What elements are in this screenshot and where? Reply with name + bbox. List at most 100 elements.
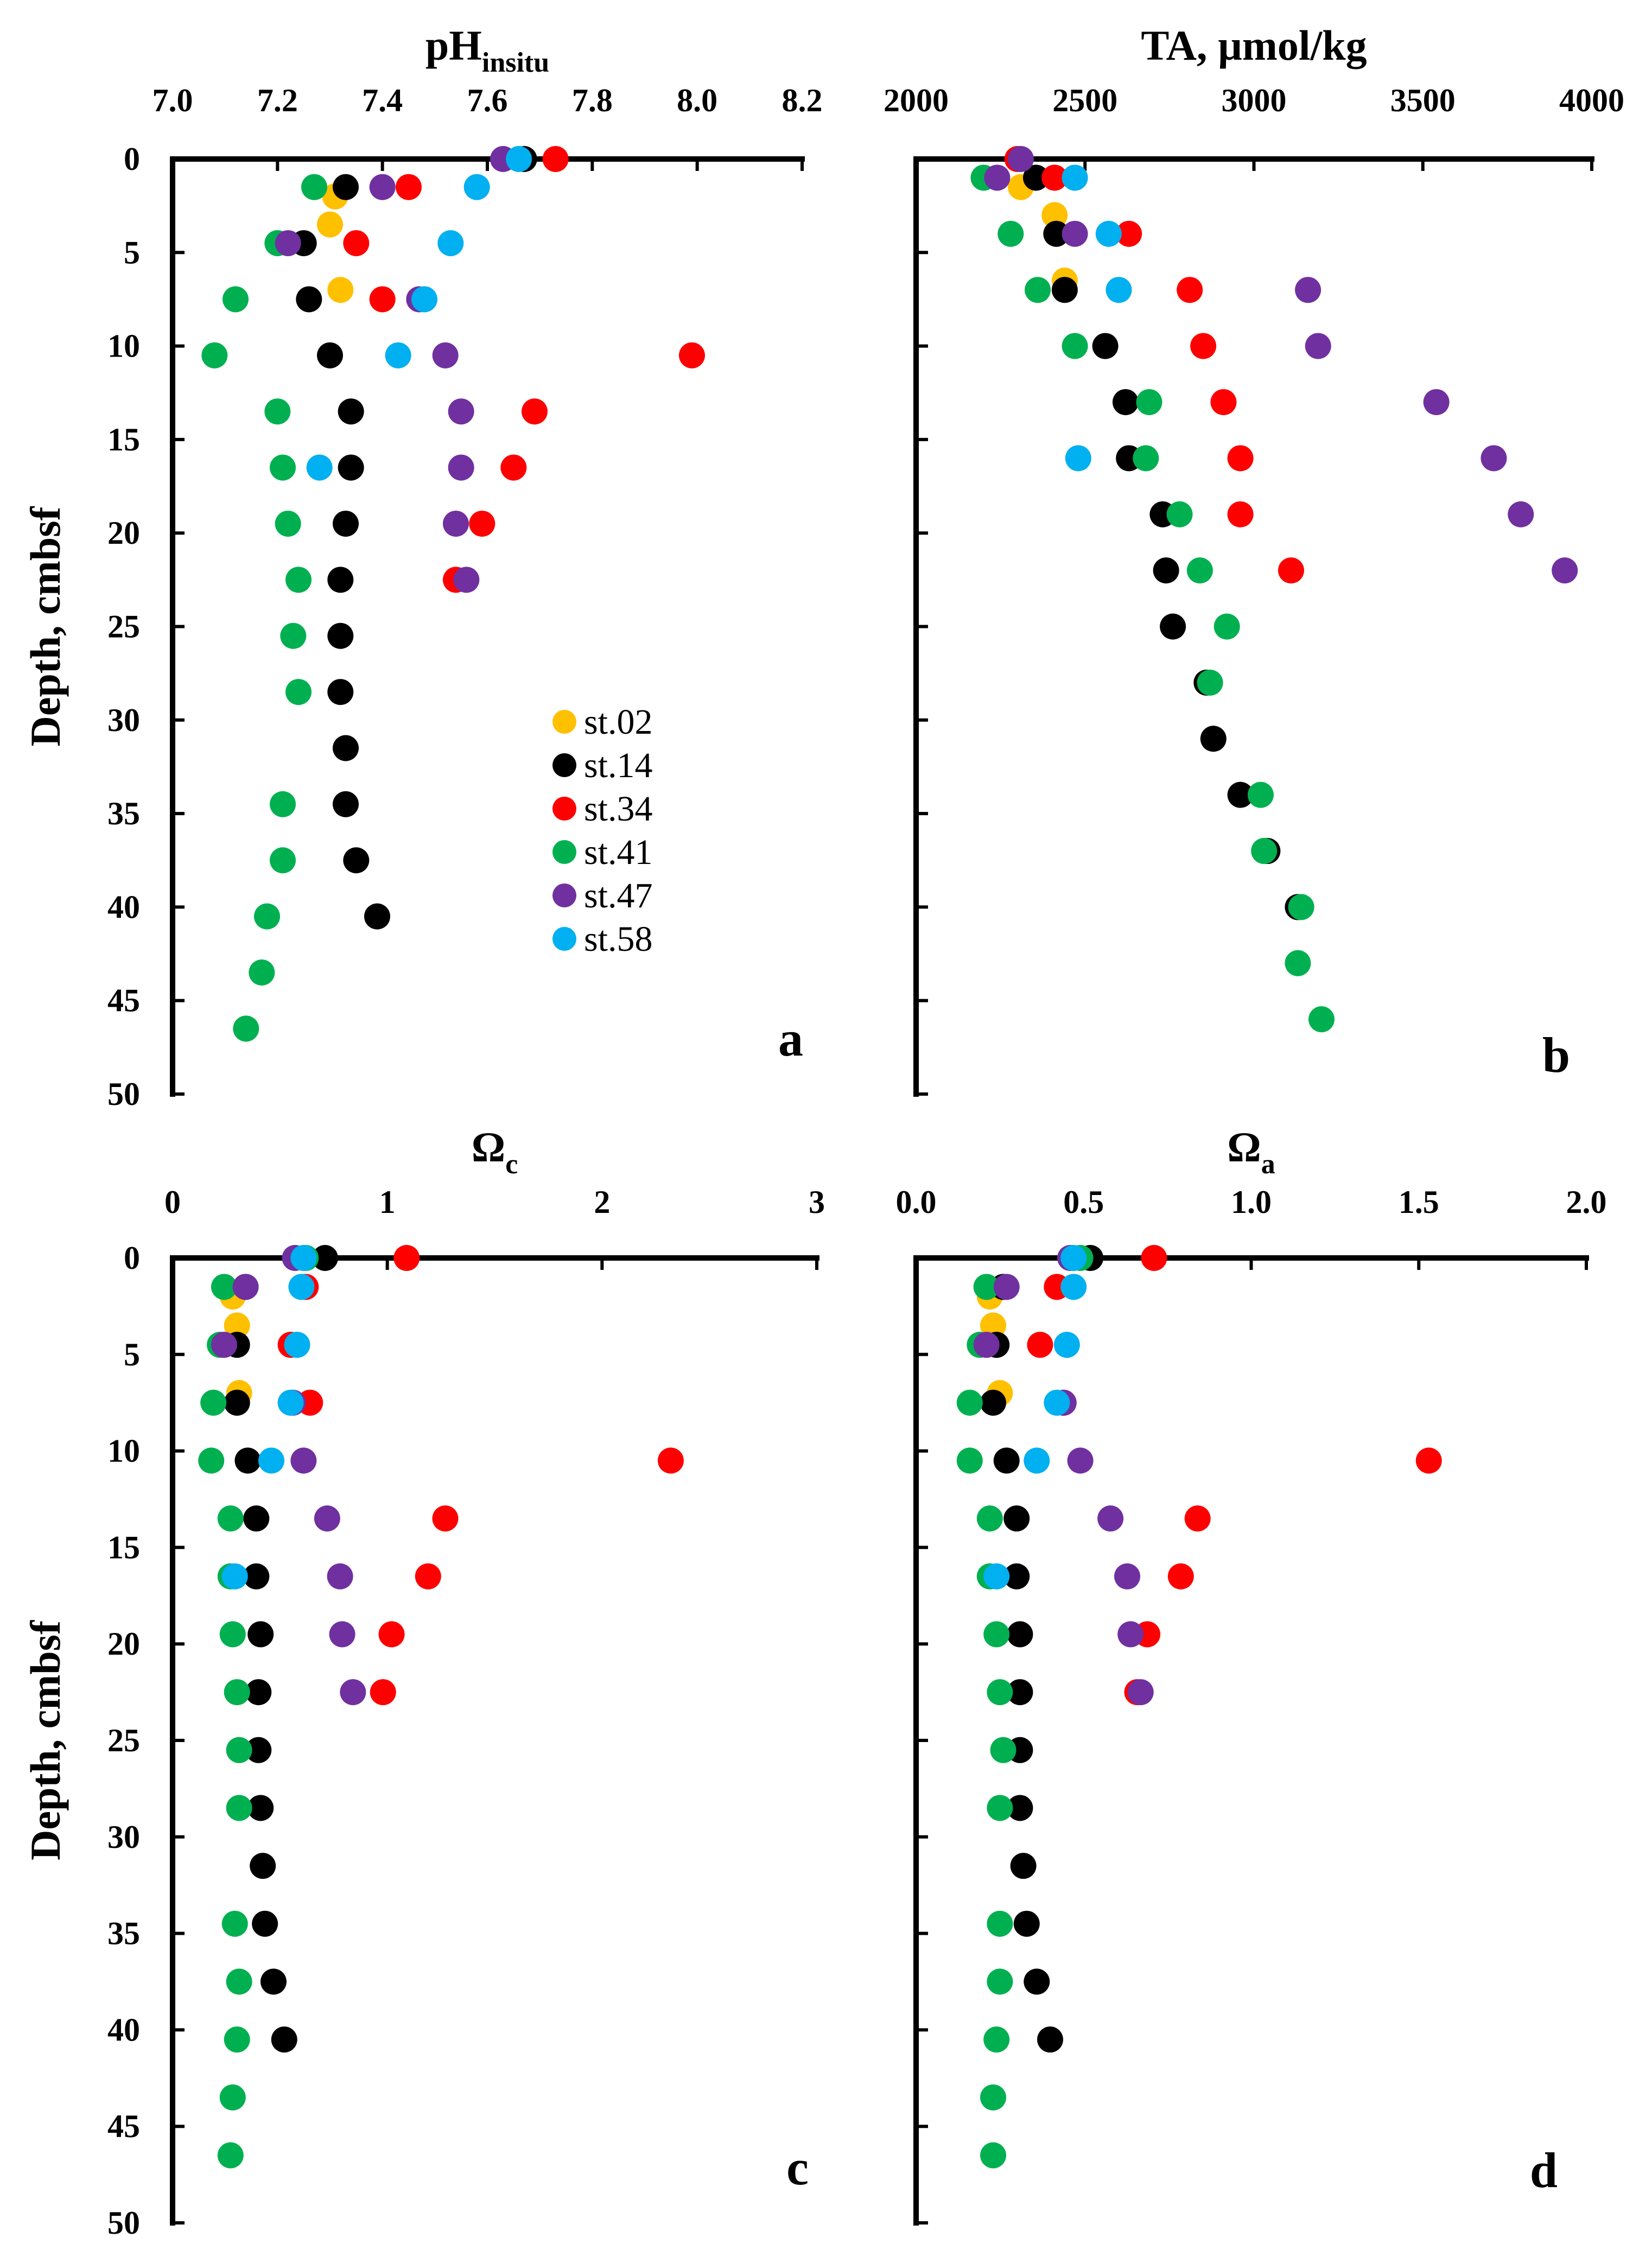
y-tick-label: 35 xyxy=(107,1916,140,1952)
data-point xyxy=(393,1245,420,1271)
data-point xyxy=(285,567,312,593)
data-point xyxy=(201,342,228,368)
data-point xyxy=(443,510,469,537)
data-point xyxy=(211,1274,237,1300)
y-tick-label: 10 xyxy=(107,328,140,364)
series-st.02 xyxy=(317,183,354,303)
legend-marker xyxy=(552,753,576,777)
data-point xyxy=(329,1621,355,1648)
data-point xyxy=(245,1679,272,1706)
y-tick-label: 40 xyxy=(107,889,140,925)
data-point xyxy=(437,230,464,257)
y-tick-label: 45 xyxy=(107,2108,140,2144)
data-point xyxy=(247,1795,274,1821)
x-tick-label: 0 xyxy=(164,1184,181,1220)
data-point xyxy=(1166,501,1193,527)
data-point xyxy=(258,1447,285,1474)
y-axis-title: Depth, cmbsf xyxy=(22,1620,69,1860)
series-st.14 xyxy=(290,146,537,930)
x-axis-title-main: pH xyxy=(425,22,482,69)
data-point xyxy=(987,1679,1013,1706)
data-point xyxy=(314,1505,340,1532)
data-point xyxy=(1200,726,1227,752)
x-tick-label: 1 xyxy=(379,1184,396,1220)
data-point xyxy=(270,454,296,481)
data-point xyxy=(542,146,569,172)
data-point xyxy=(296,286,322,313)
y-tick-label: 45 xyxy=(107,983,140,1019)
legend-label: st.58 xyxy=(584,919,653,959)
data-point xyxy=(1112,389,1139,415)
series-st.41 xyxy=(956,1245,1094,2169)
data-point xyxy=(271,2026,297,2053)
data-point xyxy=(234,1447,261,1474)
series-st.34 xyxy=(343,146,705,593)
data-point xyxy=(1095,220,1122,247)
data-point xyxy=(997,220,1024,247)
data-point xyxy=(221,1563,248,1590)
data-point xyxy=(1278,557,1304,584)
data-point xyxy=(1117,1621,1144,1648)
x-axis-title: TA, µmol/kg xyxy=(1141,22,1367,69)
data-point xyxy=(1003,1505,1030,1532)
data-point xyxy=(1043,220,1070,247)
data-point xyxy=(327,277,354,303)
data-point xyxy=(249,959,275,986)
data-point xyxy=(1060,1245,1087,1271)
data-point xyxy=(1247,781,1274,808)
data-point xyxy=(1060,1274,1087,1300)
data-point xyxy=(340,1679,366,1706)
data-point xyxy=(1227,445,1254,472)
data-point xyxy=(1114,1563,1141,1590)
x-tick-label: 3500 xyxy=(1390,82,1456,118)
data-point xyxy=(1065,445,1091,472)
data-point xyxy=(973,1274,1000,1300)
data-point xyxy=(280,622,307,649)
series-st.58 xyxy=(983,1245,1087,1590)
series-st.34 xyxy=(1004,146,1304,584)
data-point xyxy=(243,1563,270,1590)
data-point xyxy=(1160,613,1186,640)
data-point xyxy=(290,1447,317,1474)
data-point xyxy=(264,398,291,425)
data-point xyxy=(956,1389,983,1416)
data-point xyxy=(224,1679,250,1706)
data-point xyxy=(500,454,527,481)
data-point xyxy=(338,454,364,481)
x-axis-title-main: Ω xyxy=(1227,1123,1261,1171)
series-st.34 xyxy=(1027,1245,1442,1706)
data-point xyxy=(1067,1447,1094,1474)
data-point xyxy=(369,286,396,313)
data-point xyxy=(415,1563,441,1590)
data-point xyxy=(250,1853,276,1879)
data-point xyxy=(219,2084,246,2111)
legend-marker xyxy=(552,840,576,864)
data-point xyxy=(987,1910,1013,1937)
series-st.41 xyxy=(201,174,327,1042)
y-tick-label: 30 xyxy=(107,1819,140,1855)
data-point xyxy=(1105,277,1132,303)
data-point xyxy=(385,342,411,368)
data-point xyxy=(469,510,495,537)
data-point xyxy=(956,1447,983,1474)
data-point xyxy=(448,454,474,481)
data-point xyxy=(1415,1447,1442,1474)
data-point xyxy=(1508,501,1534,527)
data-point xyxy=(327,567,354,593)
data-point xyxy=(506,146,532,172)
y-tick-label: 25 xyxy=(107,1723,140,1758)
data-point xyxy=(973,1332,1000,1358)
data-point xyxy=(327,679,354,705)
x-tick-label: 7.6 xyxy=(467,82,508,118)
data-point xyxy=(1041,164,1068,191)
data-point xyxy=(343,847,370,874)
x-tick-label: 1.0 xyxy=(1231,1184,1272,1220)
data-point xyxy=(980,1389,1007,1416)
data-point xyxy=(983,1621,1010,1648)
x-axis-title-subscript: c xyxy=(505,1149,518,1180)
data-point xyxy=(1053,1332,1080,1358)
data-point xyxy=(260,1968,287,1995)
data-point xyxy=(679,342,705,368)
data-point xyxy=(522,398,548,425)
